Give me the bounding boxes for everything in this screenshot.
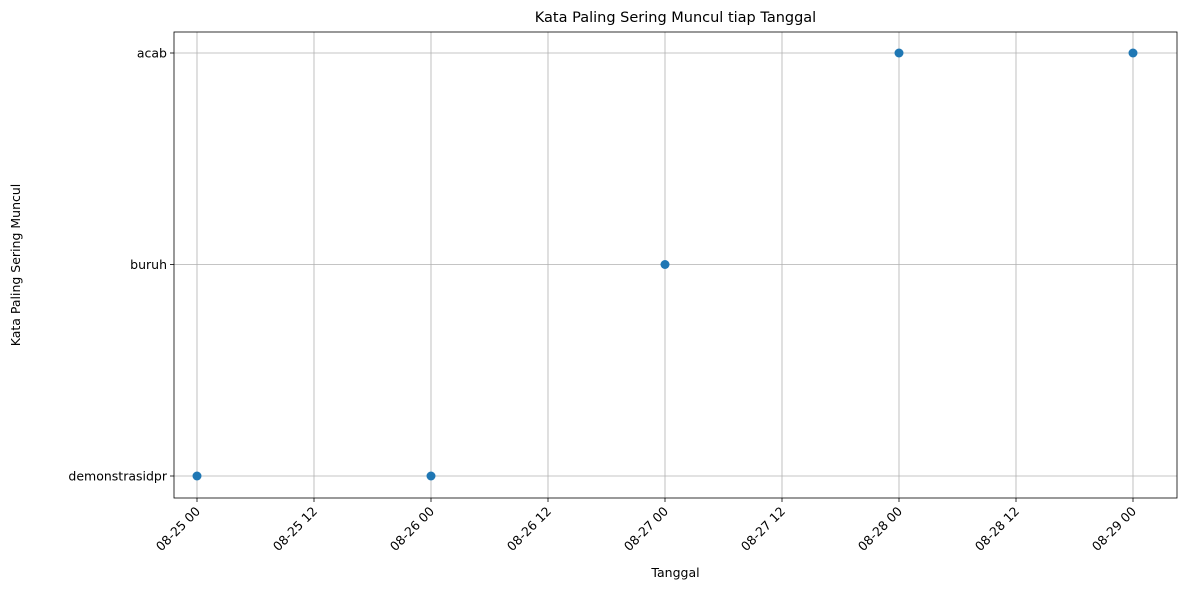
x-tick-label: 08-28 00 (855, 503, 905, 553)
data-point (426, 471, 436, 481)
y-tick-label: buruh (130, 257, 167, 272)
grid-lines (174, 32, 1177, 498)
y-tick-label: demonstrasidpr (68, 469, 167, 484)
data-point (894, 48, 904, 58)
x-tick-label: 08-28 12 (972, 504, 1022, 554)
x-tick-label: 08-27 00 (621, 503, 671, 553)
data-points (192, 48, 1138, 481)
ticks: 08-25 00 08-25 12 08-26 00 08-26 12 08-27 00… (68, 46, 1139, 554)
y-axis-label: Kata Paling Sering Muncul (8, 184, 23, 347)
x-axis-label: Tanggal (650, 565, 699, 580)
x-tick-label: 08-26 00 (387, 503, 437, 553)
data-point (1128, 48, 1138, 58)
axes (173, 31, 1178, 499)
x-tick-label: 08-25 00 (153, 503, 203, 553)
y-tick-label: acab (137, 46, 167, 61)
x-tick-label: 08-25 12 (270, 504, 320, 554)
x-tick-label: 08-26 12 (504, 504, 554, 554)
x-tick-label: 08-29 00 (1089, 503, 1139, 553)
data-point (192, 471, 202, 481)
data-point (660, 260, 670, 269)
x-tick-label: 08-27 12 (738, 504, 788, 554)
plot-frame (173, 31, 1178, 499)
chart-title: Kata Paling Sering Muncul tiap Tanggal (535, 10, 816, 26)
